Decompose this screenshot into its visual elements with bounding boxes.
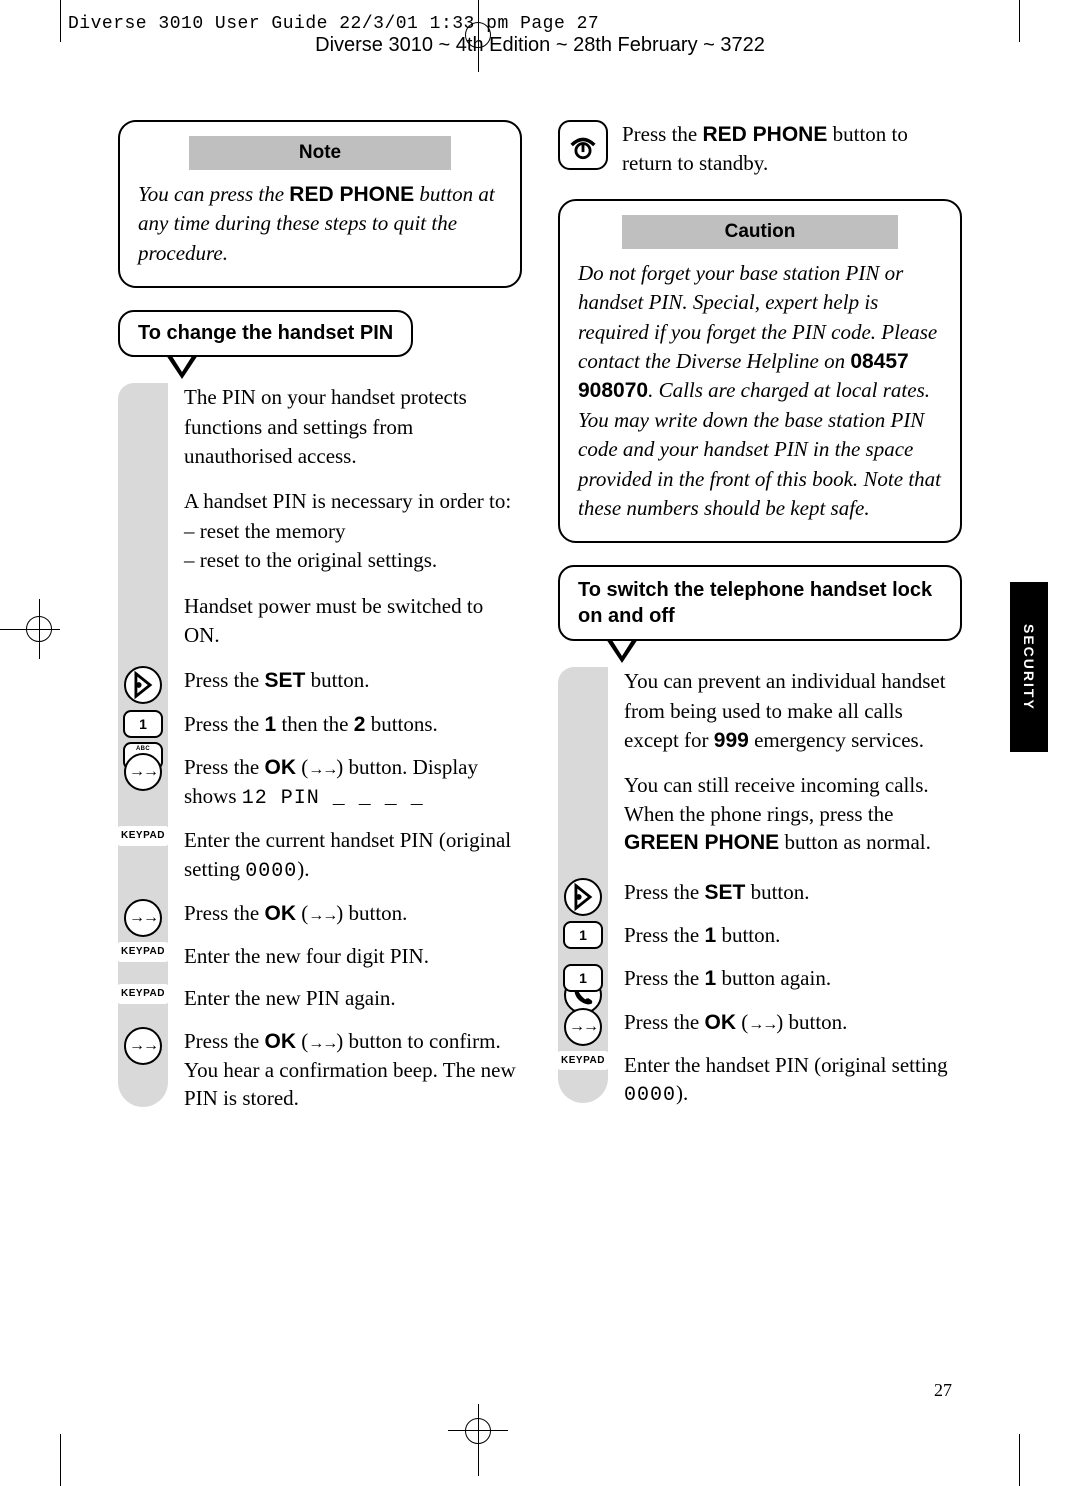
key-1-icon: 1	[563, 921, 603, 949]
s1-step5: →→ Press the OK (→→) button.	[184, 899, 522, 928]
s1-st2-b1: 1	[265, 713, 277, 736]
s1-st1-b: SET	[265, 669, 306, 692]
s1-step1: Press the SET button.	[184, 666, 522, 695]
rt-bold: RED PHONE	[703, 123, 828, 146]
s1-st2-b2: 2	[354, 713, 366, 736]
section1-steps: The PIN on your handset protects functio…	[118, 383, 522, 1119]
s1-st1-post: button.	[305, 668, 369, 692]
red-phone-icon	[558, 120, 608, 170]
ok-icon: →→	[124, 753, 162, 791]
s2-st1-pre: Press the	[624, 880, 705, 904]
s1-st6-txt: Enter the new four digit PIN.	[184, 942, 522, 970]
note-text: You can press the RED PHONE button at an…	[138, 180, 502, 268]
s1-step4: KEYPAD Enter the current handset PIN (or…	[184, 826, 522, 884]
s2-i2-pre: You can still receive incoming calls. Wh…	[624, 773, 929, 825]
caution-box: Caution Do not forget your base station …	[558, 199, 962, 544]
right-top-step: Press the RED PHONE button to return to …	[558, 120, 962, 179]
key-1-icon: 1	[563, 964, 603, 992]
s1-intro3: Handset power must be switched to ON.	[184, 592, 522, 651]
keypad-icon: KEYPAD	[117, 826, 169, 846]
s1-st7-txt: Enter the new PIN again.	[184, 984, 522, 1012]
s2-st4-b: OK	[705, 1011, 737, 1034]
s2-st5-pre: Enter the handset PIN (original setting	[624, 1053, 948, 1077]
page-number: 27	[934, 1380, 952, 1401]
s1-st3-b: OK	[265, 756, 297, 779]
s1-st5-pre: Press the	[184, 901, 265, 925]
set-icon	[124, 666, 162, 704]
s1-st2-mid: then the	[276, 712, 354, 736]
s2-i1-b: 999	[714, 729, 749, 752]
ok-icon: →→	[124, 899, 162, 937]
note-bold: RED PHONE	[289, 183, 414, 206]
s2-step5: KEYPAD Enter the handset PIN (original s…	[624, 1051, 962, 1109]
header-sub: Diverse 3010 ~ 4th Edition ~ 28th Februa…	[0, 34, 1080, 57]
s1-st8-b: OK	[265, 1030, 297, 1053]
header-meta: Diverse 3010 User Guide 22/3/01 1:33 pm …	[68, 14, 599, 34]
s1-st4-mono: 0000	[245, 860, 297, 883]
s1-intro2: A handset PIN is necessary in order to: …	[184, 487, 522, 575]
ok-icon: →→	[564, 1008, 602, 1046]
caution-header: Caution	[622, 215, 899, 249]
s2-st2-post: button.	[716, 923, 780, 947]
s2-st3-post: button again.	[716, 966, 831, 990]
s2-st5-mono: 0000	[624, 1084, 676, 1107]
s1-st3-mono: 12 PIN _ _ _ _	[242, 787, 424, 810]
keypad-icon: KEYPAD	[117, 942, 169, 962]
section2-header-wrap: To switch the telephone handset lock on …	[558, 565, 962, 641]
s2-step2: 1 Press the 1 button.	[624, 921, 962, 950]
s2-st3-b: 1	[705, 967, 717, 990]
s1-bullet2: – reset to the original settings.	[184, 548, 437, 572]
s2-step1: Press the SET button.	[624, 878, 962, 907]
section2-steps: You can prevent an individual handset fr…	[558, 667, 962, 1115]
keypad-icon: KEYPAD	[117, 984, 169, 1004]
s2-st5-post: ).	[676, 1081, 688, 1105]
s2-st2-b: 1	[705, 924, 717, 947]
s1-st5-b: OK	[265, 902, 297, 925]
left-column: Note You can press the RED PHONE button …	[118, 120, 522, 1346]
s2-i2-b: GREEN PHONE	[624, 831, 779, 854]
s2-step4: →→ Press the OK (→→) button.	[624, 1008, 962, 1037]
s1-intro1: The PIN on your handset protects functio…	[184, 383, 522, 471]
s2-st1-b: SET	[705, 881, 746, 904]
set-icon	[564, 878, 602, 916]
s2-step3: 1 Press the 1 button again.	[624, 964, 962, 993]
s1-st8-pre: Press the	[184, 1029, 265, 1053]
note-box: Note You can press the RED PHONE button …	[118, 120, 522, 288]
s2-i1-post: emergency services.	[749, 728, 924, 752]
s1-step2: 1 ABC2 Press the 1 then the 2 buttons.	[184, 710, 522, 739]
section1-header-wrap: To change the handset PIN	[118, 310, 522, 357]
ok-icon: →→	[124, 1027, 162, 1065]
s2-i2-post: button as normal.	[779, 830, 931, 854]
s1-bullet1: – reset the memory	[184, 519, 346, 543]
s1-st3-pre: Press the	[184, 755, 265, 779]
s2-st1-post: button.	[745, 880, 809, 904]
s1-st4-post: ).	[297, 857, 309, 881]
section1-pointer	[166, 355, 198, 379]
section1-header: To change the handset PIN	[118, 310, 413, 357]
s1-st4-pre: Enter the current handset PIN (original …	[184, 828, 511, 880]
note-header: Note	[189, 136, 451, 170]
s2-intro2: You can still receive incoming calls. Wh…	[624, 771, 962, 857]
s1-intro2-txt: A handset PIN is necessary in order to:	[184, 489, 511, 513]
s1-step7: KEYPAD Enter the new PIN again.	[184, 984, 522, 1012]
note-pre: You can press the	[138, 182, 289, 206]
page-content: Note You can press the RED PHONE button …	[118, 120, 962, 1346]
section2-header: To switch the telephone handset lock on …	[558, 565, 962, 641]
section2-pointer	[606, 639, 638, 663]
s1-step3: →→ Press the OK (→→) button. Display sho…	[184, 753, 522, 812]
s1-step6: KEYPAD Enter the new four digit PIN.	[184, 942, 522, 970]
section-tab-security: SECURITY	[1010, 582, 1048, 752]
s1-st2-post: buttons.	[365, 712, 437, 736]
right-column: Press the RED PHONE button to return to …	[558, 120, 962, 1346]
s2-st2-pre: Press the	[624, 923, 705, 947]
keypad-icon: KEYPAD	[557, 1051, 609, 1071]
s2-st3-pre: Press the	[624, 966, 705, 990]
s2-intro1: You can prevent an individual handset fr…	[624, 667, 962, 755]
s1-st1-pre: Press the	[184, 668, 265, 692]
rt-pre: Press the	[622, 122, 703, 146]
s1-st2-pre: Press the	[184, 712, 265, 736]
caution-text: Do not forget your base station PIN or h…	[578, 259, 942, 524]
s2-st4-pre: Press the	[624, 1010, 705, 1034]
s1-step8: →→ Press the OK (→→) button to confirm. …	[184, 1027, 522, 1113]
